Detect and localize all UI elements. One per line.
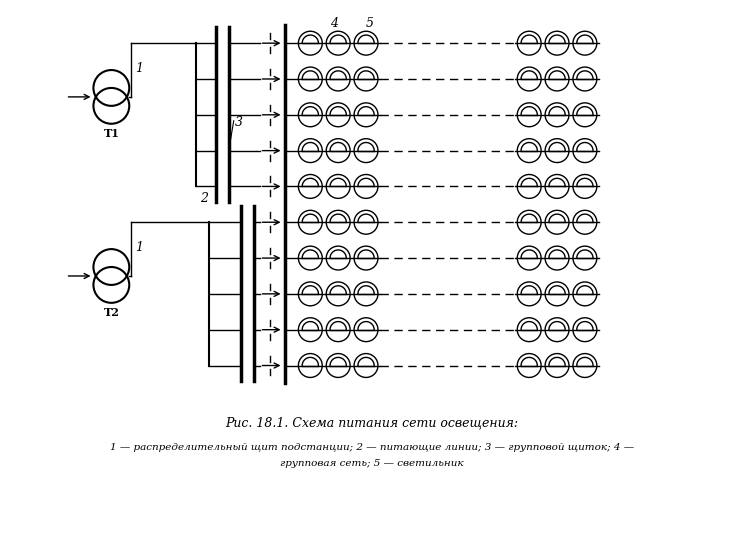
- Text: 1: 1: [135, 241, 144, 254]
- Text: 1: 1: [135, 62, 144, 75]
- Text: 4: 4: [330, 17, 339, 30]
- Text: 1 — распределительный щит подстанции; 2 — питающие линии; 3 — групповой щиток; 4: 1 — распределительный щит подстанции; 2 …: [110, 443, 634, 452]
- Text: групповая сеть; 5 — светильник: групповая сеть; 5 — светильник: [280, 459, 464, 467]
- Text: 5: 5: [366, 17, 374, 30]
- Text: T2: T2: [103, 307, 119, 318]
- Text: 2: 2: [200, 192, 208, 205]
- Text: Рис. 18.1. Схема питания сети освещения:: Рис. 18.1. Схема питания сети освещения:: [225, 417, 519, 430]
- Text: 3: 3: [234, 116, 243, 129]
- Text: T1: T1: [103, 128, 119, 138]
